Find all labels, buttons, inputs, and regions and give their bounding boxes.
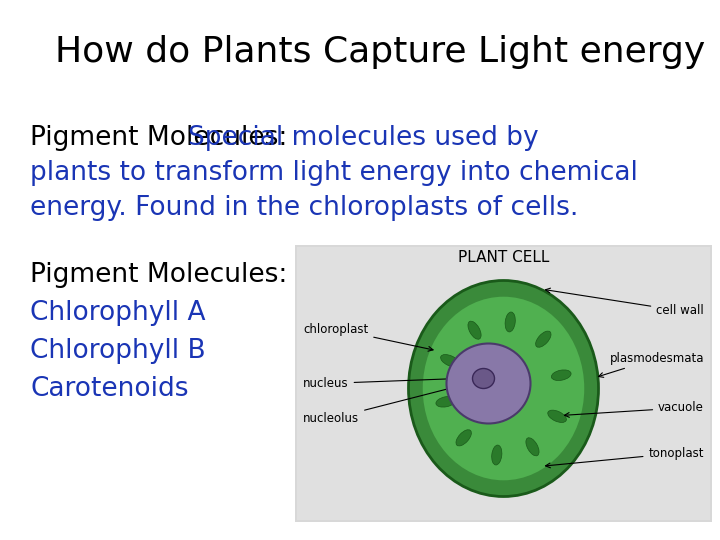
FancyBboxPatch shape xyxy=(295,245,712,522)
Ellipse shape xyxy=(446,343,531,423)
Text: tonoplast: tonoplast xyxy=(546,447,704,468)
Text: Special molecules used by: Special molecules used by xyxy=(188,125,539,151)
Text: cell wall: cell wall xyxy=(546,288,704,317)
Ellipse shape xyxy=(408,280,598,496)
Text: plants to transform light energy into chemical: plants to transform light energy into ch… xyxy=(30,160,638,186)
Ellipse shape xyxy=(441,355,459,367)
Ellipse shape xyxy=(548,410,567,422)
Ellipse shape xyxy=(468,321,481,339)
Ellipse shape xyxy=(552,370,571,381)
Ellipse shape xyxy=(536,331,551,347)
Text: plasmodesmata: plasmodesmata xyxy=(598,352,704,377)
FancyBboxPatch shape xyxy=(297,247,710,520)
Ellipse shape xyxy=(436,396,456,407)
Ellipse shape xyxy=(423,296,584,480)
Text: How do Plants Capture Light energy: How do Plants Capture Light energy xyxy=(55,35,706,69)
Ellipse shape xyxy=(492,445,502,465)
Text: Chlorophyll A: Chlorophyll A xyxy=(30,300,205,326)
Ellipse shape xyxy=(456,430,472,446)
Text: nucleus: nucleus xyxy=(303,376,455,390)
Text: Chlorophyll B: Chlorophyll B xyxy=(30,338,206,364)
Text: nucleolus: nucleolus xyxy=(303,380,477,425)
Text: Pigment Molecules:: Pigment Molecules: xyxy=(30,125,296,151)
Ellipse shape xyxy=(526,438,539,456)
Text: PLANT CELL: PLANT CELL xyxy=(458,250,549,265)
Ellipse shape xyxy=(505,312,516,332)
Text: Carotenoids: Carotenoids xyxy=(30,376,189,402)
Text: Pigment Molecules:: Pigment Molecules: xyxy=(30,262,287,288)
Text: energy. Found in the chloroplasts of cells.: energy. Found in the chloroplasts of cel… xyxy=(30,195,578,221)
Ellipse shape xyxy=(472,368,495,388)
Text: chloroplast: chloroplast xyxy=(303,322,433,351)
Text: vacuole: vacuole xyxy=(564,401,704,417)
